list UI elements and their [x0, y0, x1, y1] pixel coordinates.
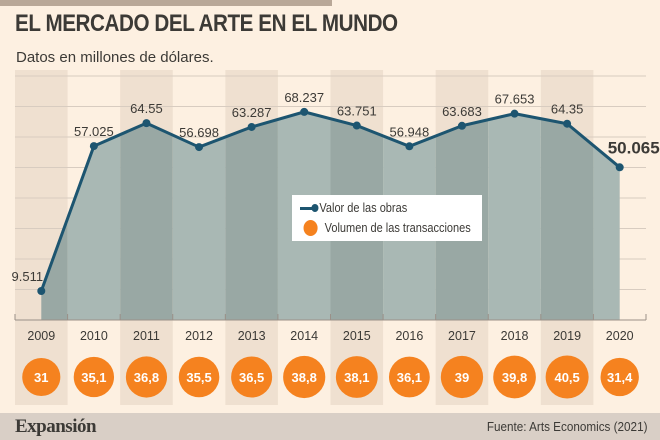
volume-bubble — [73, 356, 115, 398]
value-label: 50.065 — [608, 138, 660, 157]
x-tick-label: 2016 — [395, 329, 423, 343]
value-label: 63.751 — [337, 104, 377, 119]
value-label: 64.35 — [551, 102, 584, 117]
value-point — [563, 119, 572, 128]
value-label: 57.025 — [74, 124, 114, 139]
volume-bubble — [178, 356, 220, 398]
value-point — [247, 122, 256, 131]
x-tick-label: 2010 — [80, 329, 108, 343]
volume-bubble — [22, 357, 61, 397]
volume-bubble — [283, 355, 326, 399]
source-note: Fuente: Arts Economics (2021) — [486, 419, 647, 434]
value-label: 9.511 — [12, 269, 44, 284]
legend-label-volume: Volumen de las transacciones — [324, 221, 471, 235]
x-tick-label: 2014 — [290, 329, 318, 343]
value-point — [37, 286, 46, 295]
brand-logo: Expansión — [15, 416, 97, 437]
x-tick-label: 2019 — [553, 329, 581, 343]
x-tick-label: 2020 — [606, 329, 634, 343]
area-segment — [41, 218, 68, 320]
value-point — [195, 143, 204, 152]
volume-bubble — [388, 356, 430, 398]
volume-label: 36,8 — [134, 370, 159, 385]
volume-bubbles: 31 35,1 36,8 35,5 36,5 38,8 38,1 36,1 39 39,8 40,5… — [22, 355, 639, 399]
value-point — [615, 163, 624, 172]
value-label: 56.948 — [389, 124, 429, 139]
value-point — [142, 119, 151, 128]
volume-label: 39 — [455, 370, 469, 385]
volume-bubble — [125, 356, 168, 398]
x-tick-label: 2012 — [185, 329, 213, 343]
volume-bubble — [545, 355, 589, 399]
volume-label: 39,8 — [502, 370, 527, 385]
top-accent-bar — [0, 0, 332, 6]
value-point — [457, 121, 466, 130]
volume-label: 36,1 — [397, 370, 422, 385]
value-points — [37, 107, 624, 295]
area-segment — [172, 135, 226, 320]
volume-bubble — [231, 356, 273, 398]
x-tick-label: 2009 — [27, 329, 55, 343]
value-label: 56.698 — [179, 125, 219, 140]
value-line-path — [39, 110, 621, 292]
volume-bubble — [440, 355, 484, 399]
value-point — [352, 121, 361, 130]
value-point — [405, 142, 414, 151]
area-segment — [67, 134, 121, 320]
dot-marker-icon — [303, 220, 318, 236]
x-tick-label: 2015 — [343, 329, 371, 343]
line-marker-icon — [300, 204, 319, 212]
x-tick-label: 2018 — [501, 329, 529, 343]
value-point — [300, 107, 309, 116]
legend: Valor de las obras Volumen de las transa… — [292, 195, 482, 241]
value-label: 63.683 — [442, 104, 482, 119]
footer: Expansión Fuente: Arts Economics (2021) — [0, 413, 660, 440]
volume-bubble — [335, 356, 378, 398]
x-tick-label: 2011 — [133, 329, 160, 343]
volume-label: 38,1 — [344, 370, 369, 385]
area-segment — [540, 118, 594, 320]
legend-item-value: Valor de las obras — [300, 199, 407, 217]
chart-title: EL MERCADO DEL ARTE EN EL MUNDO — [15, 10, 398, 37]
value-label: 68.237 — [284, 90, 324, 105]
area-segment — [120, 123, 173, 320]
volume-label: 35,5 — [186, 370, 211, 385]
volume-label: 35,1 — [81, 370, 106, 385]
volume-bubble — [493, 355, 536, 399]
x-tick-label: 2017 — [448, 329, 476, 343]
value-point — [510, 109, 519, 118]
volume-bubble — [600, 357, 639, 397]
legend-item-volume: Volumen de las transacciones — [300, 219, 471, 237]
column-band — [15, 70, 68, 405]
x-tick-labels: 2009 2010 2011 2012 2013 2014 2015 2016 2017 2018… — [27, 329, 633, 343]
area-segment — [593, 145, 620, 320]
chart-subtitle: Datos en millones de dólares. — [16, 49, 214, 66]
x-axis — [14, 314, 647, 321]
area-segment — [225, 119, 278, 320]
volume-label: 31,4 — [607, 370, 633, 385]
value-line — [39, 110, 621, 292]
value-label: 67.653 — [495, 92, 535, 107]
legend-label-value: Valor de las obras — [319, 201, 408, 215]
value-point — [89, 142, 98, 151]
value-label: 63.287 — [232, 105, 272, 120]
value-label: 64.55 — [130, 101, 163, 116]
volume-label: 31 — [34, 370, 48, 385]
volume-label: 36,5 — [239, 370, 264, 385]
volume-label: 38,8 — [292, 370, 317, 385]
volume-label: 40,5 — [554, 370, 579, 385]
x-tick-label: 2013 — [238, 329, 266, 343]
value-labels: 9.511 57.025 64.55 56.698 63.287 68.237 63.751… — [12, 90, 660, 284]
area-segment — [488, 113, 541, 320]
